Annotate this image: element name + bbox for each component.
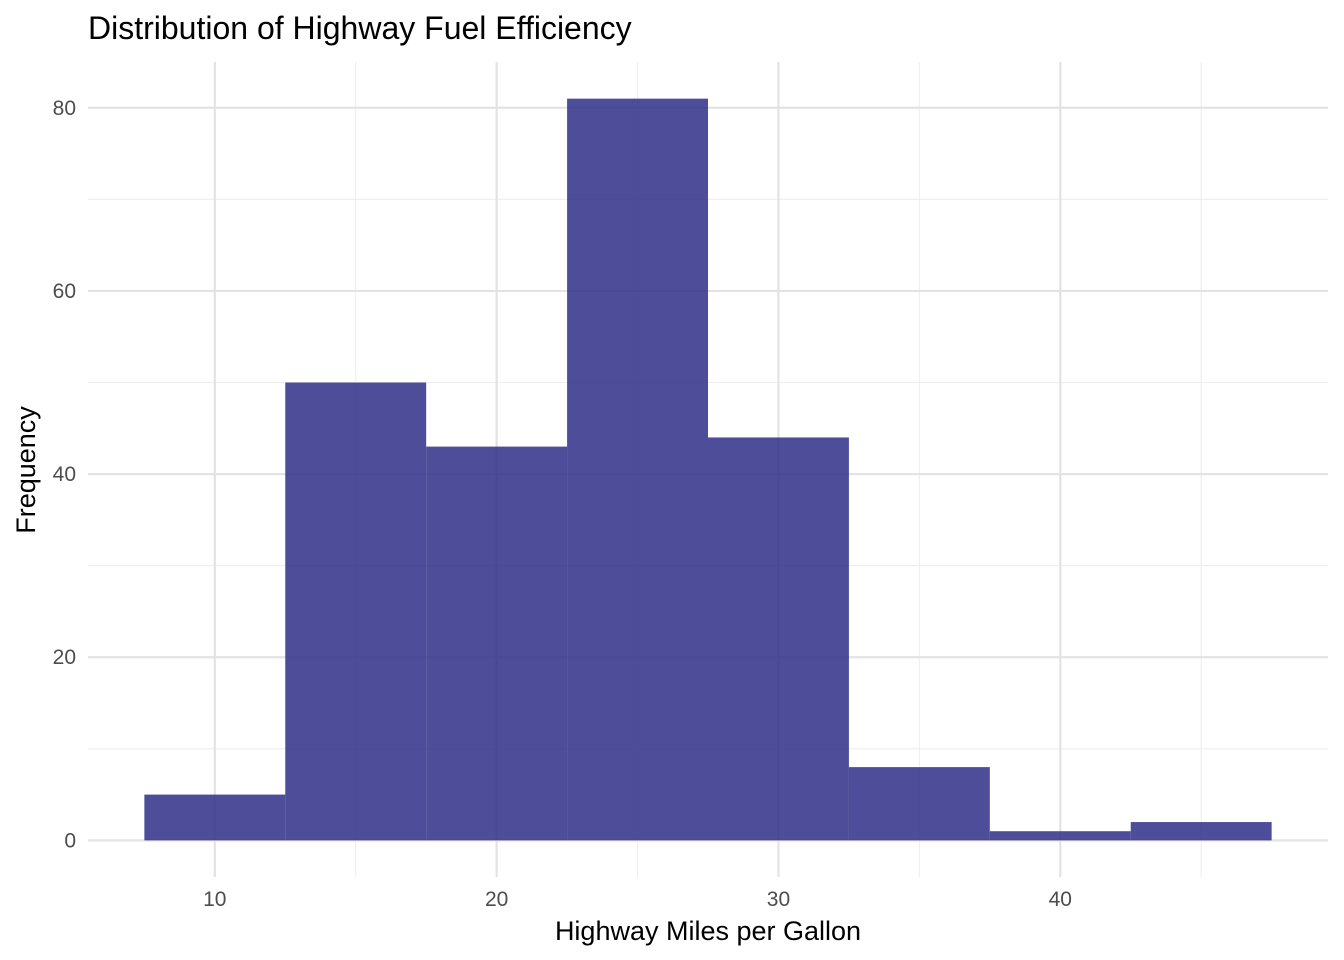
- histogram-bar: [989, 831, 1131, 841]
- histogram-bar: [708, 437, 849, 841]
- x-tick-label: 20: [485, 888, 508, 911]
- histogram-bar: [144, 794, 286, 841]
- y-tick-label: 0: [64, 829, 76, 852]
- y-tick-label: 80: [53, 97, 76, 120]
- chart-title: Distribution of Highway Fuel Efficiency: [88, 10, 632, 46]
- histogram-bar: [285, 382, 427, 841]
- y-axis-title: Frequency: [11, 406, 41, 534]
- histogram-bar: [426, 446, 568, 841]
- y-axis-ticks: 0 20 40 60 80: [53, 97, 76, 853]
- x-tick-label: 40: [1049, 888, 1072, 911]
- x-tick-label: 30: [767, 888, 790, 911]
- histogram-bars: [144, 98, 1272, 841]
- histogram-bar: [1130, 822, 1272, 841]
- histogram-bar: [567, 98, 708, 841]
- x-axis-title: Highway Miles per Gallon: [555, 916, 861, 946]
- y-tick-label: 40: [53, 463, 76, 486]
- x-axis-ticks: 10 20 30 40: [203, 888, 1072, 911]
- y-tick-label: 20: [53, 646, 76, 669]
- x-tick-label: 10: [203, 888, 226, 911]
- y-tick-label: 60: [53, 280, 76, 303]
- histogram-bar: [848, 767, 990, 841]
